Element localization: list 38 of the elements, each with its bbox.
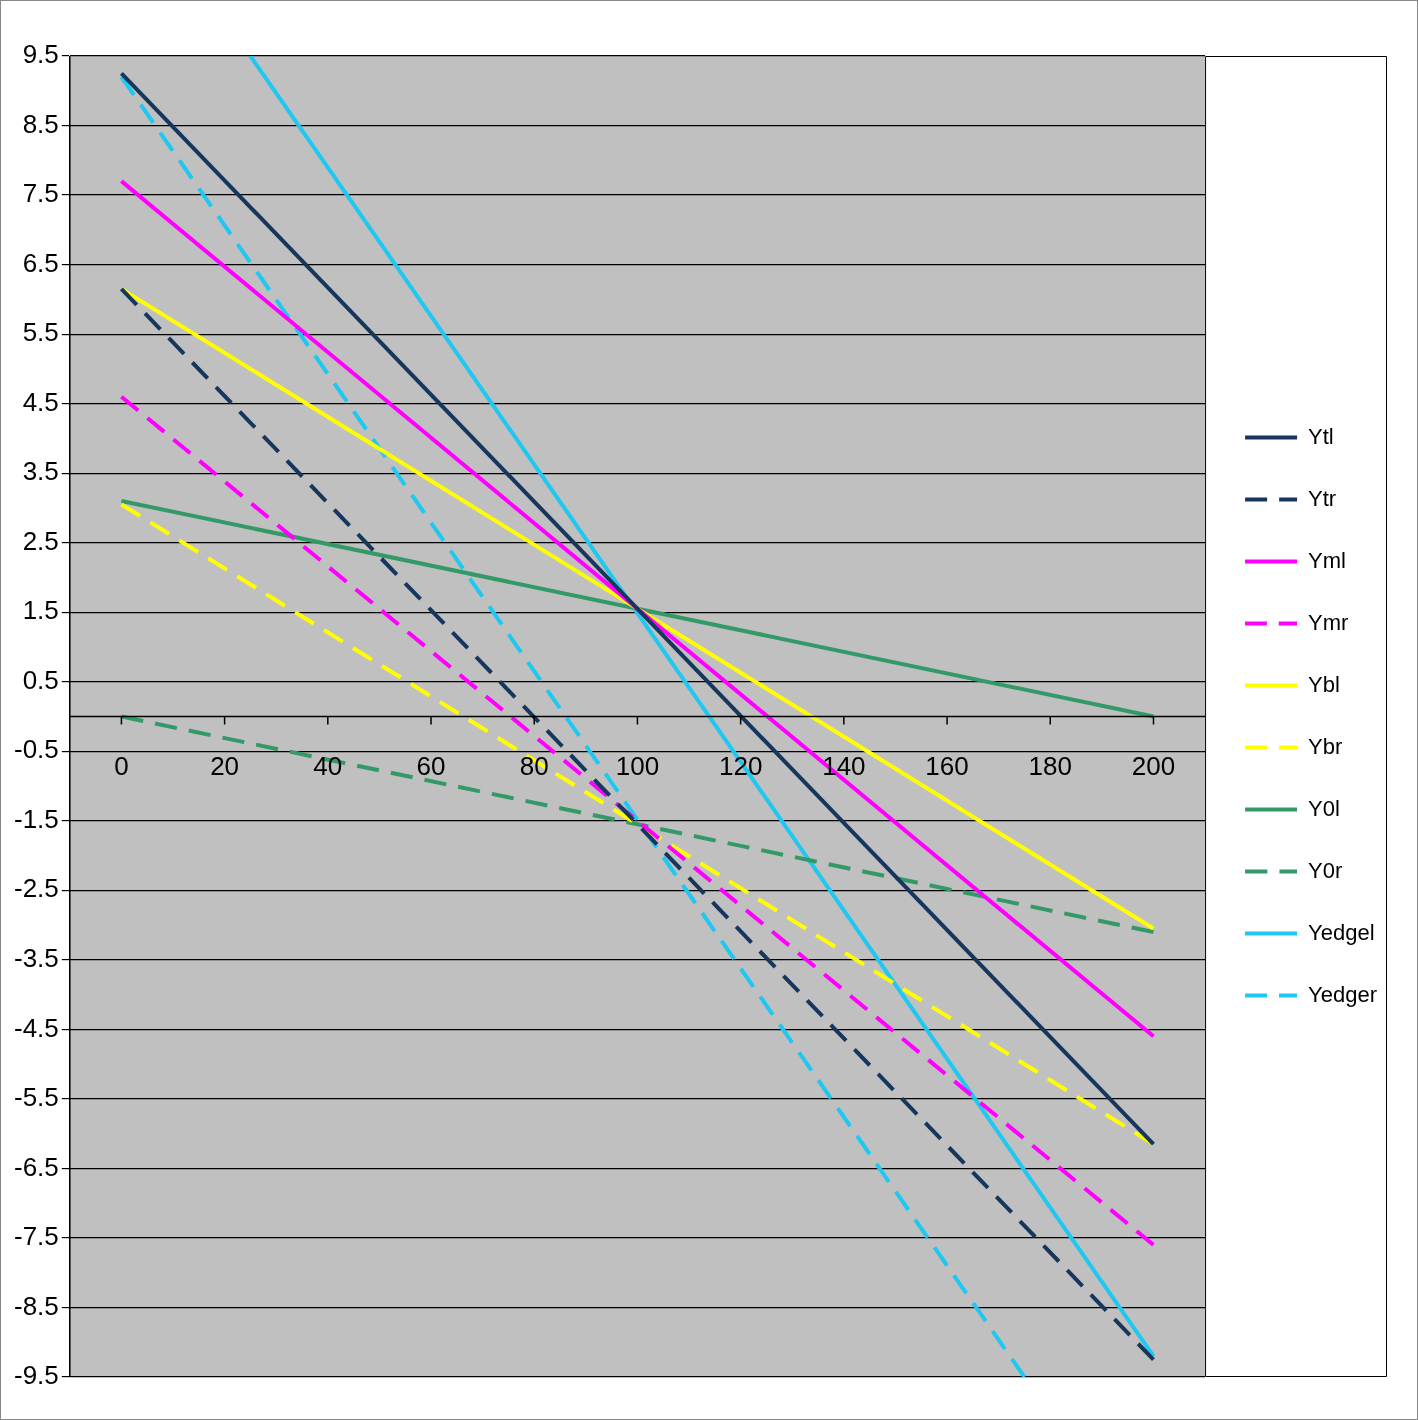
x-tick-label: 160: [925, 750, 969, 781]
y-tick-label: -1.5: [13, 803, 59, 834]
y-tick-label: -4.5: [13, 1012, 59, 1043]
legend-label: Ybl: [1308, 671, 1340, 697]
y-tick-label: 3.5: [22, 456, 59, 487]
y-tick-label: 1.5: [22, 595, 59, 626]
y-tick-label: -7.5: [13, 1221, 59, 1252]
x-tick-label: 0: [114, 750, 129, 781]
y-tick-label: 0.5: [22, 664, 59, 695]
y-tick-label: -0.5: [13, 734, 59, 765]
legend-label: Y0r: [1308, 857, 1343, 883]
y-tick-label: -9.5: [13, 1360, 59, 1391]
x-tick-label: 200: [1131, 750, 1176, 781]
legend-label: Ytl: [1308, 423, 1334, 449]
y-tick-label: 7.5: [22, 178, 59, 209]
y-tick-label: 9.5: [22, 39, 59, 70]
y-tick-label: 8.5: [22, 108, 59, 139]
legend-label: Yml: [1308, 547, 1346, 573]
y-tick-label: -6.5: [13, 1151, 59, 1182]
legend-label: Yedger: [1308, 981, 1377, 1007]
legend-label: Ytr: [1308, 485, 1337, 511]
y-tick-label: -2.5: [13, 873, 59, 904]
y-tick-label: 2.5: [22, 525, 59, 556]
legend-label: Ymr: [1308, 609, 1349, 635]
legend-label: Yedgel: [1308, 919, 1375, 945]
y-tick-label: -8.5: [13, 1290, 59, 1321]
y-tick-label: -3.5: [13, 943, 59, 974]
y-tick-label: 6.5: [22, 247, 59, 278]
legend-label: Ybr: [1308, 733, 1343, 759]
x-tick-label: 60: [416, 750, 446, 781]
x-tick-label: 20: [210, 750, 240, 781]
y-tick-label: 5.5: [22, 317, 59, 348]
legend-label: Y0l: [1308, 795, 1340, 821]
y-tick-label: 4.5: [22, 386, 59, 417]
y-tick-label: -5.5: [13, 1082, 59, 1113]
x-tick-label: 100: [615, 750, 660, 781]
x-tick-label: 80: [519, 750, 549, 781]
x-tick-label: 180: [1028, 750, 1072, 781]
